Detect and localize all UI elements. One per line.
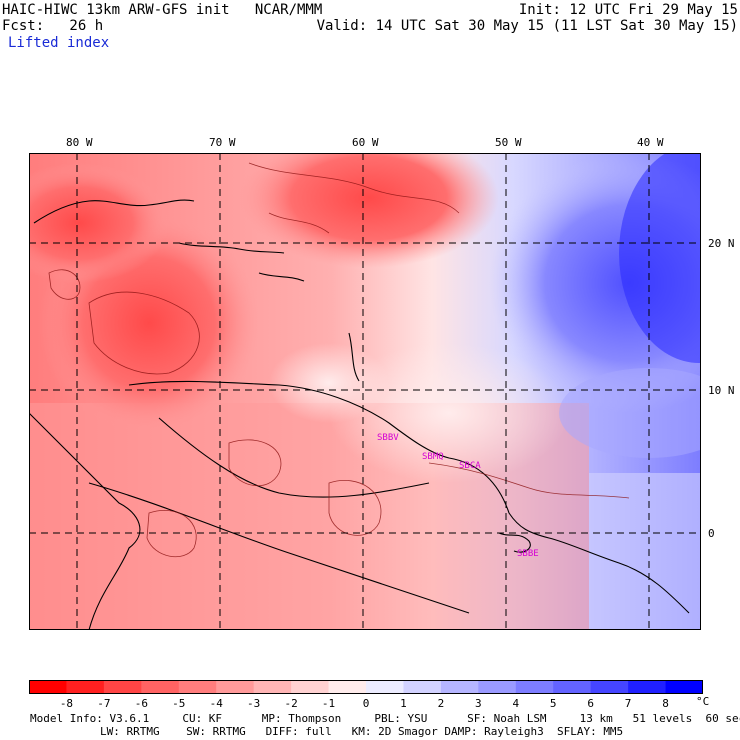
- colorbar-tick-label: -5: [172, 697, 186, 710]
- blue-core-east-2: [619, 153, 701, 363]
- lon-label-50w: 50 W: [495, 136, 522, 149]
- init-time: Init: 12 UTC Fri 29 May 15: [518, 2, 738, 18]
- colorbar-tick-label: -6: [134, 697, 148, 710]
- colorbar: [29, 680, 703, 694]
- map-frame: [29, 153, 701, 630]
- colorbar-swatch: [328, 680, 367, 694]
- red-core-northwest: [29, 163, 169, 283]
- pale-band-2: [269, 343, 389, 423]
- colorbar-swatch: [553, 680, 592, 694]
- colorbar-swatch: [515, 680, 554, 694]
- valid-time: Valid: 14 UTC Sat 30 May 15 (11 LST Sat …: [316, 18, 738, 34]
- colorbar-swatch: [178, 680, 217, 694]
- lon-label-60w: 60 W: [352, 136, 379, 149]
- colorbar-swatch: [590, 680, 629, 694]
- colorbar-swatch: [440, 680, 479, 694]
- colorbar-tick-label: 8: [662, 697, 669, 710]
- colorbar-tick-label: 3: [475, 697, 482, 710]
- colorbar-swatch: [103, 680, 142, 694]
- model-info-line1: Model Info: V3.6.1 CU: KF MP: Thompson P…: [30, 712, 740, 725]
- contours: [48, 162, 630, 557]
- colorbar-swatch: [66, 680, 105, 694]
- colorbar-tick-label: -3: [247, 697, 261, 710]
- colorbar-tick-label: 2: [437, 697, 445, 710]
- colorbar-swatch: [366, 680, 404, 694]
- red-core-north: [239, 153, 499, 268]
- colorbar-tick-label: 7: [624, 697, 632, 710]
- colorbar-tick-label: -7: [97, 697, 111, 710]
- colorbar-tick-label: -1: [321, 697, 336, 710]
- field-name: Lifted index: [8, 35, 110, 51]
- colorbar-tick-label: -4: [209, 697, 223, 710]
- colorbar-tick-label: 0: [362, 697, 370, 710]
- colorbar-frame: [29, 680, 703, 694]
- colorbar-tick-label: 4: [512, 697, 520, 710]
- colorbar-swatch: [478, 680, 517, 694]
- colorbar-unit: °C: [696, 695, 710, 708]
- model-info-line2: LW: RRTMG SW: RRTMG DIFF: full KM: 2D Sm…: [100, 725, 624, 738]
- colorbar-swatch: [628, 680, 667, 694]
- forecast-hour: Fcst: 26 h: [2, 18, 104, 34]
- colorbar-swatch: [141, 680, 180, 694]
- blue-core-southeast: [559, 368, 701, 458]
- station-sbbv: SBBV: [377, 433, 399, 443]
- colorbar-swatch: [403, 680, 442, 694]
- station-sbmq: SBMQ: [422, 452, 444, 462]
- colorbar-tick-label: 1: [400, 697, 407, 710]
- colorbar-tick-label: 6: [587, 697, 594, 710]
- southeast-field: [589, 473, 701, 630]
- lat-label-0: 0: [708, 527, 715, 540]
- lon-label-40w: 40 W: [637, 136, 664, 149]
- lat-label-10n: 10 N: [708, 384, 735, 397]
- colorbar-swatch: [253, 680, 292, 694]
- coastlines: [29, 199, 690, 630]
- lat-label-20n: 20 N: [708, 237, 735, 250]
- colorbar-swatch: [665, 680, 703, 694]
- lon-label-70w: 70 W: [209, 136, 236, 149]
- colorbar-swatch: [216, 680, 255, 694]
- colorbar-swatch: [29, 680, 67, 694]
- colorbar-tick-label: -2: [284, 697, 298, 710]
- graticule: [29, 153, 701, 630]
- pale-band: [329, 343, 569, 483]
- colorbar-tick-label: 5: [549, 697, 557, 710]
- station-sbbe: SBBE: [517, 549, 539, 559]
- lifted-index-map: SBBV SBMQ SBCA SBBE: [29, 153, 701, 630]
- lon-label-80w: 80 W: [66, 136, 93, 149]
- station-sbca: SBCA: [459, 461, 481, 471]
- colorbar-swatch: [291, 680, 330, 694]
- colorbar-tick-label: -8: [59, 697, 74, 710]
- header-title: HAIC-HIWC 13km ARW-GFS init NCAR/MMM: [2, 2, 323, 18]
